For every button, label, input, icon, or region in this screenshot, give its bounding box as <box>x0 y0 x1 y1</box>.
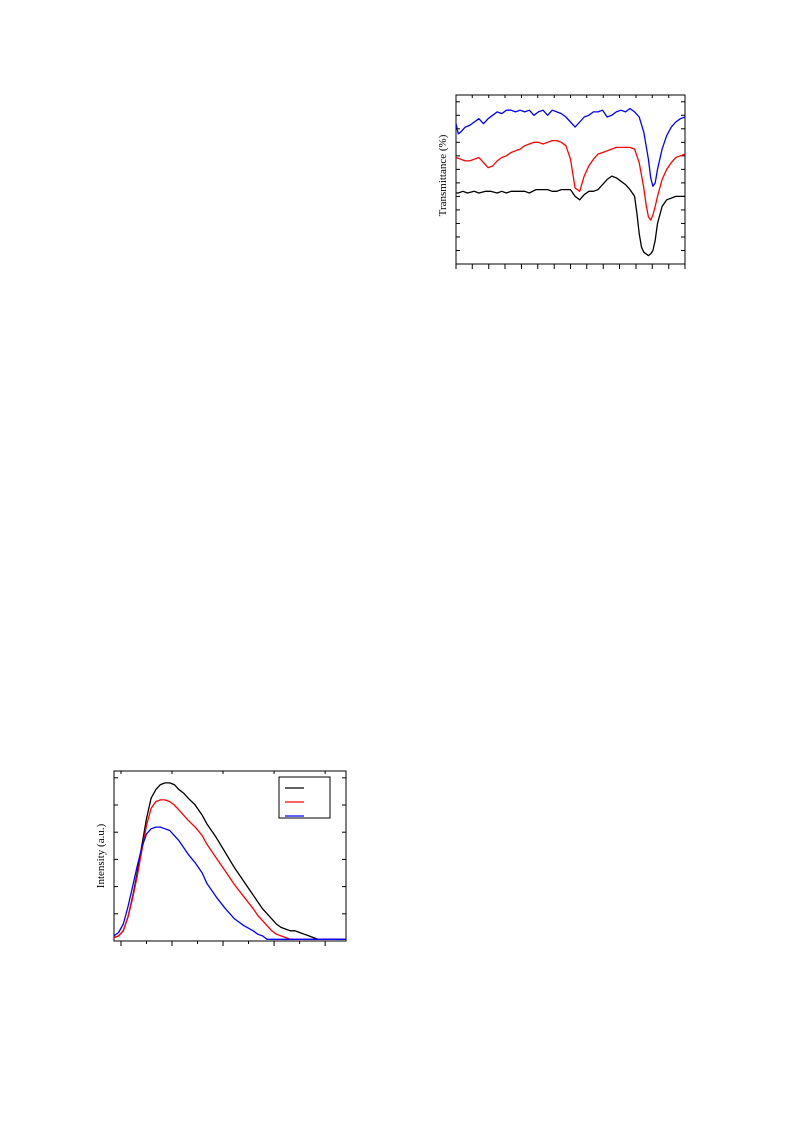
pl-chart-svg: Intensity (a.u.) <box>95 770 347 946</box>
series-line-2 <box>455 139 686 221</box>
series-line-1 <box>113 782 346 940</box>
series-line-3 <box>455 107 686 187</box>
ftir-chart: Transmittance (%) <box>436 86 692 276</box>
pl-chart: Intensity (a.u.) <box>95 763 352 959</box>
series-line-3 <box>113 826 346 940</box>
plot-frame <box>113 770 347 942</box>
legend-box <box>278 776 331 819</box>
series-line-1 <box>456 175 685 257</box>
y-axis-title: Intensity (a.u.) <box>95 823 107 888</box>
y-axis-title: Transmittance (%) <box>437 134 449 216</box>
series-line-2 <box>113 799 346 940</box>
ftir-chart-svg: Transmittance (%) <box>437 94 686 269</box>
